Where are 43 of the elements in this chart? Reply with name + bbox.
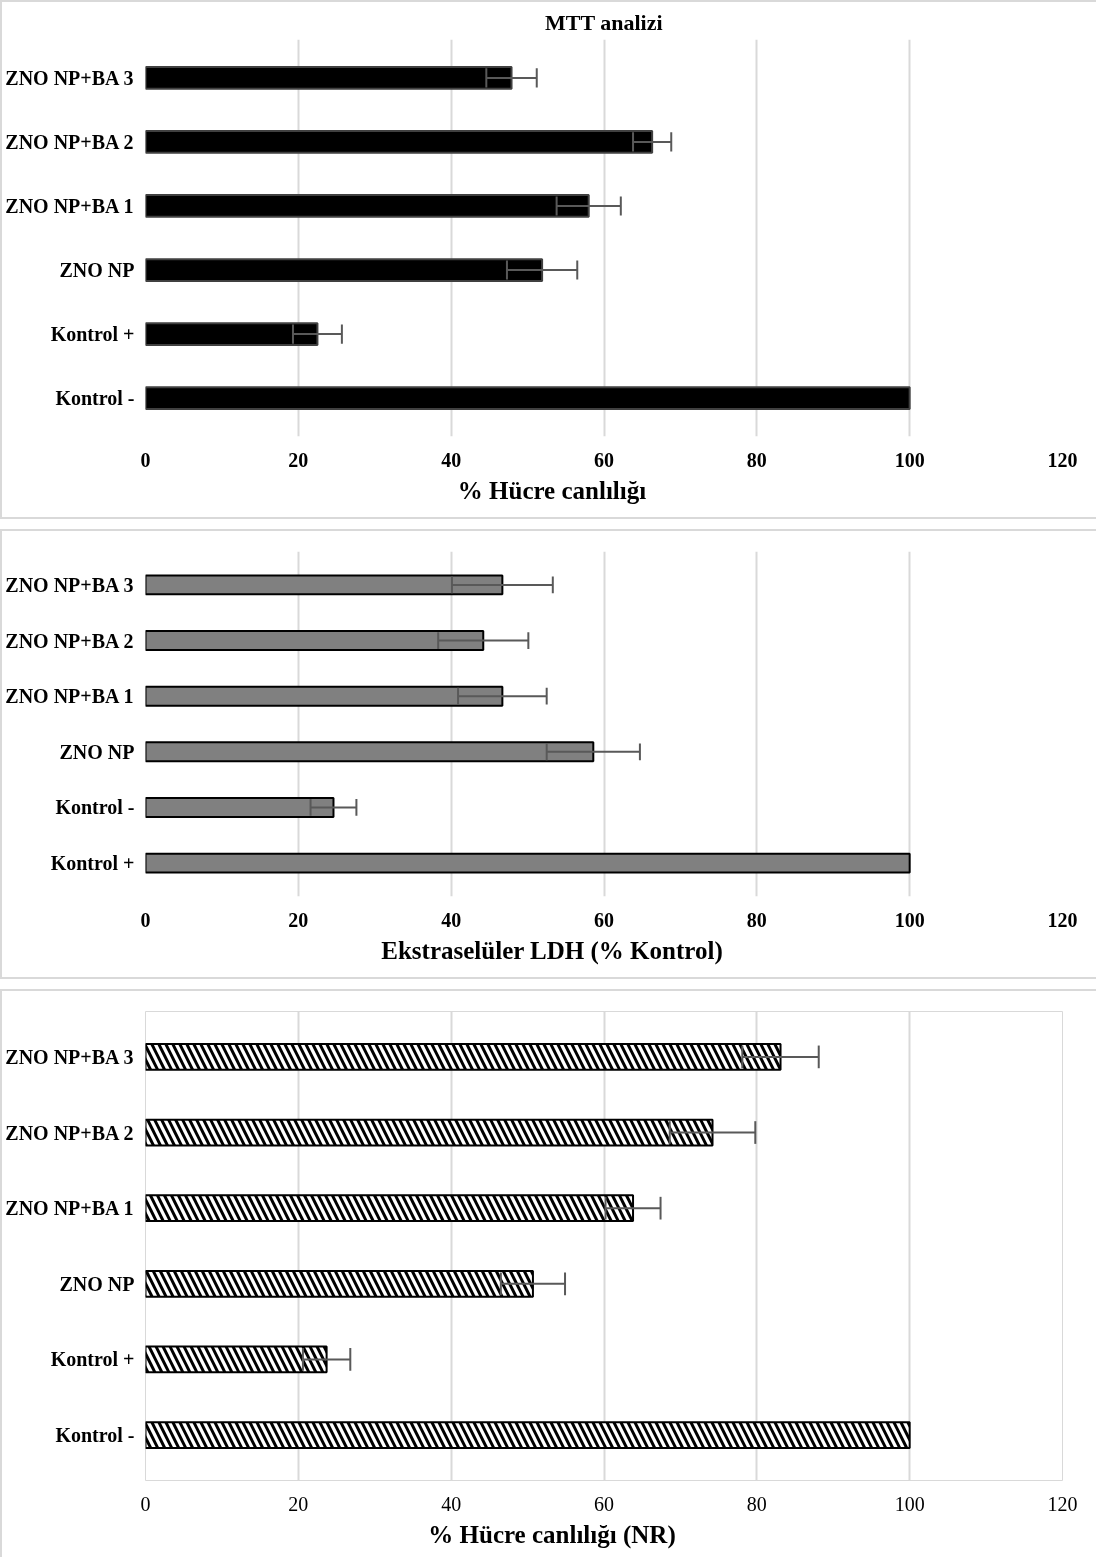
y-tick-label: Kontrol - [55, 387, 135, 410]
x-tick-label: 0 [140, 908, 151, 931]
x-tick-label: 60 [594, 1492, 614, 1515]
chart-title: MTT analizi [545, 9, 663, 35]
x-tick-label: 60 [594, 908, 614, 931]
y-tick-label: ZNO NP+BA 1 [5, 1197, 134, 1220]
y-tick-label: ZNO NP+BA 1 [5, 685, 134, 708]
x-tick-label: 60 [594, 448, 614, 471]
y-tick-label: ZNO NP+BA 1 [5, 194, 134, 217]
x-tick-label: 40 [441, 1492, 462, 1515]
y-tick-label: ZNO NP [59, 740, 135, 763]
y-tick-label: Kontrol + [50, 852, 135, 875]
y-tick-label: ZNO NP+BA 3 [5, 1045, 134, 1068]
x-tick-label: 80 [746, 1492, 767, 1515]
y-tick-label: ZNO NP+BA 2 [5, 629, 134, 652]
x-tick-label: 80 [746, 448, 767, 471]
x-tick-label: 120 [1047, 1492, 1078, 1515]
x-tick-label: 100 [894, 908, 925, 931]
x-tick-label: 20 [288, 448, 309, 471]
x-tick-label: 100 [894, 448, 925, 471]
x-tick-label: 120 [1047, 448, 1078, 471]
y-tick-label: ZNO NP+BA 3 [5, 573, 134, 596]
x-tick-label: 40 [441, 448, 462, 471]
y-tick-label: Kontrol - [55, 1424, 135, 1447]
y-tick-label: ZNO NP [59, 259, 135, 282]
y-tick-label: ZNO NP+BA 2 [5, 1121, 134, 1144]
x-tick-label: 100 [894, 1492, 925, 1515]
x-tick-label: 80 [746, 908, 767, 931]
x-tick-label: 40 [441, 908, 462, 931]
y-tick-label: Kontrol - [55, 796, 135, 819]
y-tick-label: ZNO NP [59, 1272, 135, 1295]
x-axis-title: % Hücre canlılığı [457, 476, 647, 506]
x-tick-label: 0 [140, 448, 151, 471]
x-tick-label: 0 [140, 1492, 151, 1515]
x-axis-title: % Hücre canlılığı (NR) [428, 1520, 676, 1551]
y-tick-label: Kontrol + [50, 1348, 135, 1371]
y-tick-label: ZNO NP+BA 3 [5, 66, 134, 89]
y-tick-label: ZNO NP+BA 2 [5, 130, 134, 153]
x-tick-label: 20 [288, 908, 309, 931]
x-tick-label: 120 [1047, 908, 1078, 931]
x-tick-label: 20 [288, 1492, 309, 1515]
y-tick-label: Kontrol + [50, 323, 135, 346]
x-axis-title: Ekstraselüler LDH (% Kontrol) [381, 936, 723, 967]
